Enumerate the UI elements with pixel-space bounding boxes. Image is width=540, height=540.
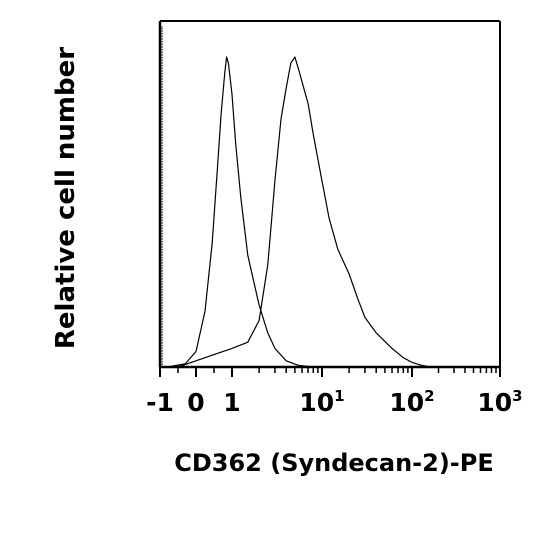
y-axis-label: Relative cell number xyxy=(51,47,81,349)
histogram-series-2 xyxy=(177,56,431,368)
x-tick-label: 0 xyxy=(187,388,204,417)
x-tick-label: 103 xyxy=(477,387,522,417)
x-tick-label: 1 xyxy=(223,388,240,417)
x-tick-label: 101 xyxy=(299,387,344,417)
x-axis-tick-labels: -1 0 1 101 102 103 xyxy=(146,387,523,417)
histogram-series-1 xyxy=(167,56,314,368)
plot-frame xyxy=(158,20,501,369)
x-tick-label: 102 xyxy=(389,387,434,417)
x-tick-label: -1 xyxy=(146,388,174,417)
x-axis-ticks xyxy=(159,367,501,377)
x-axis-label: CD362 (Syndecan-2)-PE xyxy=(174,449,494,477)
series-layer xyxy=(167,56,431,368)
